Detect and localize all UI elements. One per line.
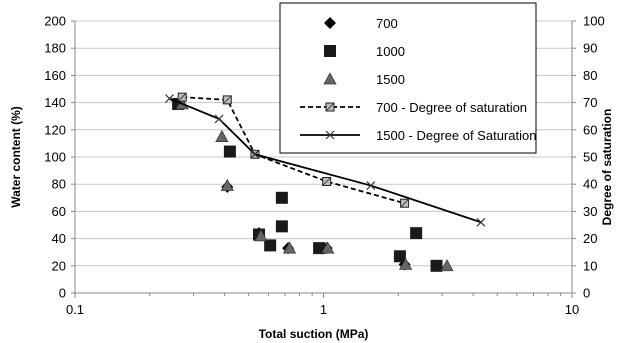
y-tick-label: 20: [52, 258, 66, 273]
y-axis-title: Water content (%): [9, 106, 23, 208]
marker-x-stroke: [476, 217, 486, 227]
y-tick-label: 0: [59, 286, 66, 301]
legend-marker: [324, 17, 336, 29]
legend-entry: 700: [324, 16, 398, 31]
data-point: [440, 259, 454, 272]
y2-tick-label: 100: [583, 14, 605, 29]
y-tick-label: 100: [44, 150, 66, 165]
marker-hatch: [222, 95, 232, 105]
data-point: [254, 229, 268, 242]
legend-box: [279, 2, 537, 154]
y2-tick-label: 80: [583, 68, 597, 83]
series-2: [175, 97, 454, 272]
data-point: [410, 227, 423, 240]
data-point: [275, 220, 288, 233]
data-point: [430, 259, 443, 272]
y2-tick-label: 90: [583, 41, 597, 56]
tick-labels: 0204060801001201401601802000102030405060…: [44, 14, 604, 318]
y2-tick-label: 70: [583, 95, 597, 110]
marker-x-stroke: [250, 149, 260, 159]
data-point: [322, 176, 332, 186]
data-point: [313, 242, 326, 255]
data-point: [223, 145, 236, 158]
data-point: [476, 217, 486, 227]
legend-marker: [323, 72, 337, 85]
legend-label: 700 - Degree of saturation: [376, 100, 527, 115]
axes: [71, 20, 576, 298]
legend-label: 700: [376, 16, 398, 31]
series-4: [165, 94, 486, 227]
series-layer: [165, 92, 486, 272]
legend-entry: 700 - Degree of saturation: [300, 100, 527, 115]
data-point: [214, 114, 224, 124]
data-point: [177, 92, 187, 102]
data-point: [215, 129, 229, 142]
y2-tick-label: 50: [583, 150, 597, 165]
data-point: [275, 191, 288, 204]
legend-label: 1500 - Degree of Saturation: [376, 128, 536, 143]
y2-tick-label: 0: [583, 286, 590, 301]
x-tick-label: 0.1: [66, 302, 84, 317]
y2-axis-title: Degree of saturation: [600, 109, 614, 226]
legend-label: 1500: [376, 72, 405, 87]
marker-hatch: [177, 92, 187, 102]
data-point: [400, 198, 410, 208]
legend-marker: [325, 130, 335, 140]
x-tick-label: 10: [565, 302, 579, 317]
legend-marker: [324, 45, 336, 57]
y-tick-label: 120: [44, 122, 66, 137]
marker-x-stroke: [366, 181, 376, 190]
legend-entry: 1500: [323, 72, 405, 87]
data-point: [393, 250, 406, 263]
marker-x-stroke: [214, 114, 224, 124]
x-tick-label: 1: [320, 302, 327, 317]
y2-tick-label: 20: [583, 231, 597, 246]
marker-hatch: [322, 177, 331, 186]
y-tick-label: 140: [44, 95, 66, 110]
data-point: [264, 239, 277, 252]
data-point: [366, 181, 376, 190]
y-tick-label: 160: [44, 68, 66, 83]
legend: 700 1000 1500 700 - Degree of saturation 150…: [279, 2, 537, 154]
y-tick-label: 80: [52, 177, 66, 192]
legend-entry: 1500 - Degree of Saturation: [300, 128, 536, 143]
marker-x-stroke: [325, 130, 335, 140]
marker-hatch: [400, 198, 409, 208]
x-axis-title: Total suction (MPa): [259, 327, 369, 341]
data-point: [222, 95, 232, 105]
series-0: [221, 180, 411, 271]
y2-tick-label: 40: [583, 177, 597, 192]
y-tick-label: 180: [44, 41, 66, 56]
data-point: [220, 178, 234, 191]
data-point: [165, 94, 174, 103]
marker-hatch: [325, 102, 335, 112]
legend-entry: 1000: [324, 44, 405, 59]
legend-marker: [325, 102, 335, 112]
marker-x-stroke: [165, 94, 174, 103]
data-point: [399, 257, 413, 270]
y2-tick-label: 60: [583, 122, 597, 137]
legend-label: 1000: [376, 44, 405, 59]
y-tick-label: 60: [52, 204, 66, 219]
data-point: [282, 241, 297, 254]
y-tick-label: 40: [52, 231, 66, 246]
data-point: [250, 149, 260, 159]
y2-tick-label: 10: [583, 258, 597, 273]
y-tick-label: 200: [44, 14, 66, 29]
y2-tick-label: 30: [583, 204, 597, 219]
data-point: [321, 241, 335, 254]
